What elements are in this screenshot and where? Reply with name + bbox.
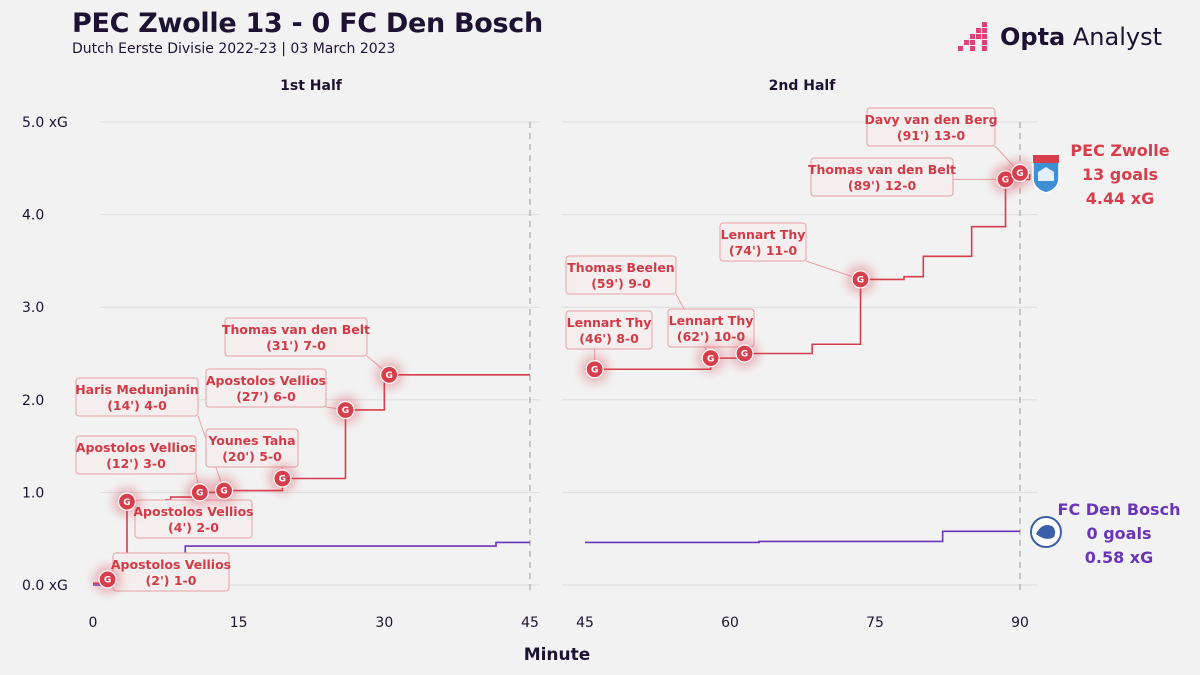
goal-marker-letter: G: [1002, 176, 1009, 186]
x-tick-label: 60: [721, 615, 739, 631]
goal-marker-letter: G: [1016, 169, 1023, 179]
fc-den-bosch-xg: 0.58 xG: [1085, 548, 1154, 567]
goal-marker: [701, 349, 720, 368]
panel-title-2: 2nd Half: [769, 78, 837, 94]
pec-zwolle-goals: 13 goals: [1082, 165, 1158, 184]
y-tick-label: 3.0: [22, 300, 44, 316]
goal-scorer-label: Thomas van den Belt: [222, 322, 370, 337]
goal-detail-label: (2') 1-0: [146, 573, 197, 588]
goal-detail-label: (46') 8-0: [579, 331, 639, 346]
brand-name: Opta Analyst: [1000, 23, 1162, 51]
goal-marker-letter: G: [104, 576, 111, 586]
y-tick-label: 4.0: [22, 208, 44, 224]
goal-marker: [273, 469, 292, 488]
goal-scorer-label: Lennart Thy: [567, 315, 652, 330]
goal-marker-letter: G: [591, 365, 598, 375]
goal-detail-label: (31') 7-0: [266, 338, 326, 353]
goal-scorer-label: Apostolos Vellios: [133, 504, 253, 519]
goal-marker: [215, 481, 234, 500]
goal-detail-label: (89') 12-0: [848, 178, 917, 193]
goal-marker: [380, 365, 399, 384]
pec-zwolle-xg: 4.44 xG: [1086, 189, 1155, 208]
goal-annotation-box: [224, 317, 368, 357]
goal-marker-letter: G: [342, 406, 349, 416]
goal-scorer-label: Davy van den Berg: [864, 112, 997, 127]
panel-title-1: 1st Half: [280, 78, 343, 94]
y-tick-label: 5.0 xG: [22, 115, 68, 131]
goal-marker: [98, 570, 117, 589]
y-tick-label: 1.0: [22, 485, 44, 501]
pec-zwolle-crest-building: [1038, 167, 1054, 181]
goal-scorer-label: Lennart Thy: [669, 313, 754, 328]
x-tick-label: 0: [89, 615, 98, 631]
goal-marker-letter: G: [857, 276, 864, 286]
x-axis-label: Minute: [524, 645, 591, 665]
goal-detail-label: (59') 9-0: [591, 276, 651, 291]
x-tick-label: 75: [866, 615, 884, 631]
goal-scorer-label: Thomas van den Belt: [808, 162, 956, 177]
brand-name-light: Analyst: [1072, 23, 1163, 51]
goal-annotation-box: [719, 222, 807, 262]
goal-marker-letter: G: [220, 487, 227, 497]
brand-name-bold: Opta: [1000, 23, 1066, 51]
goal-annotation-box: [866, 107, 996, 147]
y-tick-label: 0.0 xG: [22, 578, 68, 594]
goal-scorer-label: Apostolos Vellios: [111, 557, 231, 572]
pec-zwolle-name: PEC Zwolle: [1070, 141, 1169, 160]
fc-den-bosch-goals: 0 goals: [1087, 524, 1152, 543]
x-tick-label: 90: [1011, 615, 1029, 631]
goal-marker-letter: G: [123, 498, 130, 508]
goal-scorer-label: Haris Medunjanin: [75, 382, 199, 397]
goal-marker: [1010, 163, 1030, 183]
x-tick-label: 30: [375, 615, 393, 631]
goal-marker-letter: G: [385, 371, 392, 381]
page-title: PEC Zwolle 13 - 0 FC Den Bosch: [72, 8, 543, 39]
goal-detail-label: (27') 6-0: [236, 389, 296, 404]
series-line-fc-den-bosch-2nd-half: [585, 530, 1020, 544]
goal-marker-letter: G: [279, 475, 286, 485]
goal-marker: [735, 344, 754, 363]
goal-marker-letter: G: [196, 489, 203, 499]
x-tick-label: 15: [230, 615, 248, 631]
goal-marker: [190, 483, 209, 502]
goal-annotation-box: [565, 310, 653, 350]
goal-detail-label: (12') 3-0: [106, 456, 166, 471]
page-subtitle: Dutch Eerste Divisie 2022-23 | 03 March …: [72, 41, 396, 57]
goal-annotation-box: [205, 428, 299, 468]
goal-scorer-label: Apostolos Vellios: [76, 440, 196, 455]
goal-marker: [117, 492, 137, 511]
x-tick-label: 45: [576, 615, 594, 631]
goal-annotation-box: [75, 377, 199, 417]
goal-annotation-box: [205, 368, 327, 408]
x-tick-label: 45: [521, 615, 539, 631]
goal-scorer-label: Apostolos Vellios: [206, 373, 326, 388]
pec-zwolle-crest-band: [1033, 155, 1059, 163]
goal-scorer-label: Lennart Thy: [721, 227, 806, 242]
goal-annotation-box: [565, 255, 677, 295]
goal-annotation-box: [75, 435, 197, 475]
goal-marker-letter: G: [741, 350, 748, 360]
fc-den-bosch-crest-dragon: [1036, 525, 1056, 539]
goal-detail-label: (62') 10-0: [677, 329, 746, 344]
goal-detail-label: (91') 13-0: [897, 128, 966, 143]
goal-detail-label: (14') 4-0: [107, 398, 167, 413]
opta-analyst-logo: Opta Analyst: [958, 20, 1162, 54]
goal-annotation-box: [810, 157, 954, 197]
goal-marker: [851, 270, 870, 289]
goal-detail-label: (4') 2-0: [168, 520, 219, 535]
goal-detail-label: (20') 5-0: [222, 449, 282, 464]
goal-marker: [336, 400, 355, 420]
goal-marker-letter: G: [707, 354, 714, 364]
y-tick-label: 2.0: [22, 393, 44, 409]
goal-marker: [585, 360, 604, 379]
fc-den-bosch-name: FC Den Bosch: [1058, 500, 1181, 519]
goal-detail-label: (74') 11-0: [729, 243, 798, 258]
goal-scorer-label: Thomas Beelen: [567, 260, 674, 275]
goal-scorer-label: Younes Taha: [207, 433, 295, 448]
opta-logo-icon: [958, 22, 987, 51]
